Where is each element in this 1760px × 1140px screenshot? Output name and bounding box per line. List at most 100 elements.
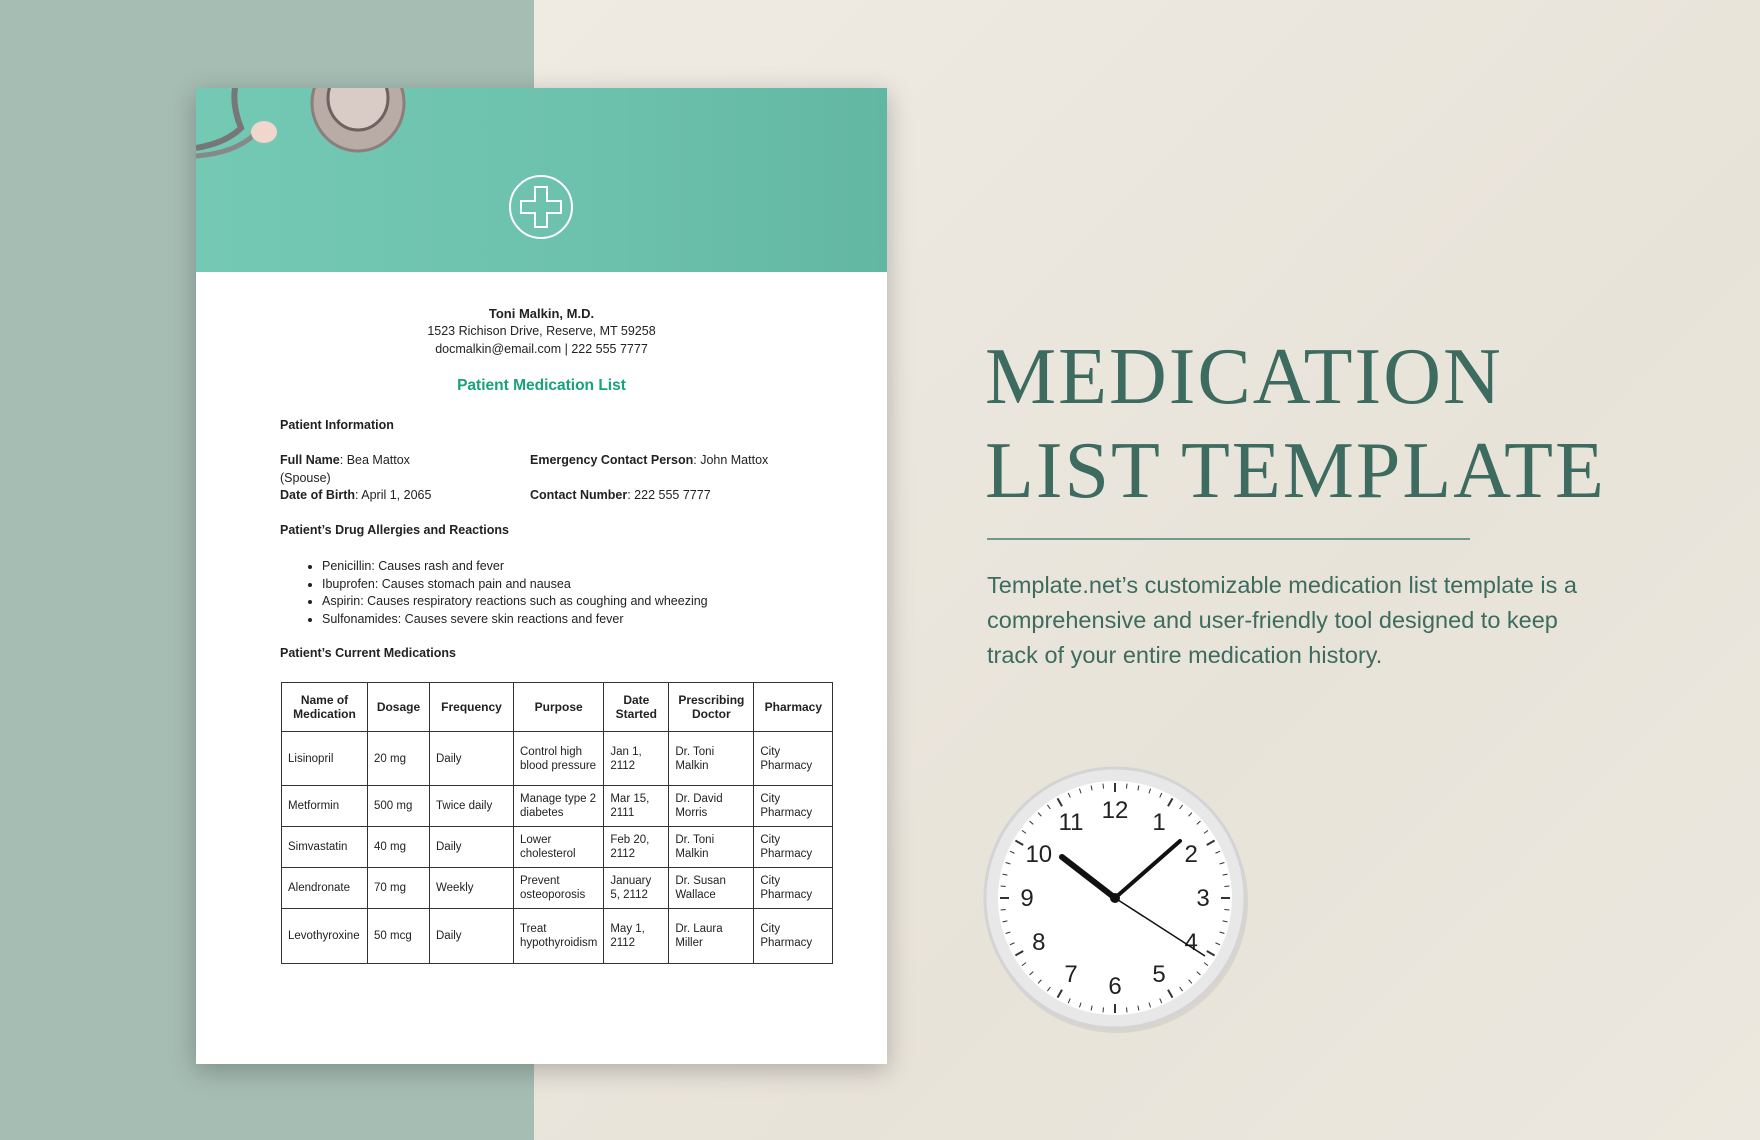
clock-tick <box>1090 1005 1093 1011</box>
clock-tick <box>1222 873 1228 876</box>
emergency-contact-label: Emergency Contact Person <box>530 453 694 467</box>
allergy-item: Aspirin: Causes respiratory reactions su… <box>322 593 708 611</box>
table-cell: Dr. Toni Malkin <box>668 826 755 868</box>
table-cell: Levothyroxine <box>281 908 368 964</box>
clock-numeral: 6 <box>1108 973 1121 1000</box>
clock-tick <box>1014 839 1024 846</box>
clock-tick <box>1215 850 1221 854</box>
table-cell: Control high blood pressure <box>512 731 605 786</box>
table-cell: 40 mg <box>367 826 430 868</box>
table-cell: Dr. David Morris <box>668 785 755 827</box>
clock-tick <box>1078 788 1082 794</box>
column-header: Prescribing Doctor <box>668 682 755 732</box>
clock-tick <box>1148 788 1152 794</box>
clock-tick <box>1037 979 1042 984</box>
clock-numeral: 5 <box>1152 961 1165 988</box>
promo-title-line1: MEDICATION <box>985 333 1503 421</box>
column-header: Pharmacy <box>753 682 834 732</box>
emergency-contact-value: : John Mattox <box>693 453 769 467</box>
promo-title-line2: LIST TEMPLATE <box>985 427 1606 515</box>
clock-tick <box>1102 783 1104 789</box>
promo-title: MEDICATION LIST TEMPLATE <box>985 330 1606 518</box>
table-cell: Simvastatin <box>281 826 368 868</box>
clock-tick <box>1056 797 1063 807</box>
clock-tick <box>1188 979 1193 984</box>
clock-tick <box>1000 885 1006 887</box>
clock-tick <box>1005 931 1011 935</box>
document-page: Toni Malkin, M.D. 1523 Richison Drive, R… <box>196 88 887 1064</box>
table-row: Simvastatin 40 mg Daily Lower cholesterol Fe… <box>281 826 834 868</box>
dob-field: Date of Birth: April 1, 2065 <box>280 488 431 502</box>
medical-cross-icon <box>509 175 573 239</box>
spouse-note: (Spouse) <box>280 471 331 485</box>
contact-number-value: : 222 555 7777 <box>627 488 711 502</box>
table-cell: Weekly <box>429 867 514 909</box>
clock-tick <box>1002 920 1008 923</box>
clock-tick <box>1029 820 1034 825</box>
full-name-field: Full Name: Bea Mattox <box>280 453 410 467</box>
column-header: Name of Medication <box>281 682 368 732</box>
clock-tick <box>1148 1002 1152 1008</box>
clock-tick <box>1137 785 1140 791</box>
doctor-address: 1523 Richison Drive, Reserve, MT 59258 <box>427 324 656 338</box>
table-cell: City Pharmacy <box>753 826 834 868</box>
doctor-name: Toni Malkin, M.D. <box>488 306 595 321</box>
clock-tick <box>1159 998 1163 1004</box>
clock-tick <box>1159 792 1163 798</box>
table-row: Alendronate 70 mg Weekly Prevent osteoporos… <box>281 867 834 909</box>
table-cell: Manage type 2 diabetes <box>512 785 605 827</box>
table-cell: City Pharmacy <box>753 908 834 964</box>
clock-tick <box>1021 830 1027 834</box>
clock-numeral: 8 <box>1032 929 1045 956</box>
clock-tick <box>1219 931 1225 935</box>
clock-tick <box>1224 885 1230 887</box>
column-header: Frequency <box>429 682 514 732</box>
table-cell: Feb 20, 2112 <box>603 826 670 868</box>
medications-table: Name of Medication Dosage Frequency Purpose… <box>281 682 834 964</box>
dob-value: : April 1, 2065 <box>355 488 432 502</box>
clock-tick <box>1078 1002 1082 1008</box>
table-cell: Twice daily <box>429 785 514 827</box>
table-cell: 500 mg <box>367 785 430 827</box>
table-row: Lisinopril 20 mg Daily Control high blood p… <box>281 731 834 786</box>
table-cell: City Pharmacy <box>753 731 834 786</box>
clock-numeral: 2 <box>1185 841 1198 868</box>
clock-numeral: 11 <box>1059 809 1084 836</box>
full-name-value: : Bea Mattox <box>339 453 410 467</box>
table-cell: City Pharmacy <box>753 867 834 909</box>
table-cell: 20 mg <box>367 731 430 786</box>
clock-tick <box>1219 861 1225 865</box>
allergy-item: Sulfonamides: Causes severe skin reactio… <box>322 611 708 629</box>
contact-number-label: Contact Number <box>530 488 628 502</box>
table-cell: Lisinopril <box>281 731 368 786</box>
table-cell: Dr. Laura Miller <box>668 908 755 964</box>
table-row: Metformin 500 mg Twice daily Manage type 2 … <box>281 785 834 827</box>
dob-label: Date of Birth <box>280 488 355 502</box>
doctor-contact: docmalkin@email.com | 222 555 7777 <box>435 342 648 356</box>
clock-tick <box>1067 792 1071 798</box>
contact-number-field: Contact Number: 222 555 7777 <box>530 488 711 502</box>
table-cell: Daily <box>429 731 514 786</box>
clock-tick <box>1137 1005 1140 1011</box>
table-cell: Mar 15, 2111 <box>603 785 670 827</box>
table-cell: 70 mg <box>367 867 430 909</box>
medications-heading: Patient’s Current Medications <box>280 646 456 660</box>
clock-numeral: 1 <box>1152 809 1165 836</box>
promo-description: Template.net’s customizable medication l… <box>987 572 1577 668</box>
clock-tick <box>1014 950 1024 957</box>
clock-tick <box>1203 830 1209 834</box>
clock-tick <box>1047 986 1051 992</box>
patient-info-heading: Patient Information <box>280 418 394 432</box>
allergy-item: Ibuprofen: Causes stomach pain and nause… <box>322 576 708 594</box>
table-cell: January 5, 2112 <box>603 867 670 909</box>
clock-tick <box>1126 783 1128 789</box>
clock-tick <box>1009 942 1015 946</box>
clock-numeral: 7 <box>1064 961 1077 988</box>
table-cell: Lower cholesterol <box>512 826 605 868</box>
column-header: Purpose <box>512 682 605 732</box>
clock-tick <box>1206 950 1216 957</box>
table-cell: May 1, 2112 <box>603 908 670 964</box>
table-cell: Dr. Susan Wallace <box>668 867 755 909</box>
table-row: Levothyroxine 50 mcg Daily Treat hypothyroi… <box>281 908 834 964</box>
